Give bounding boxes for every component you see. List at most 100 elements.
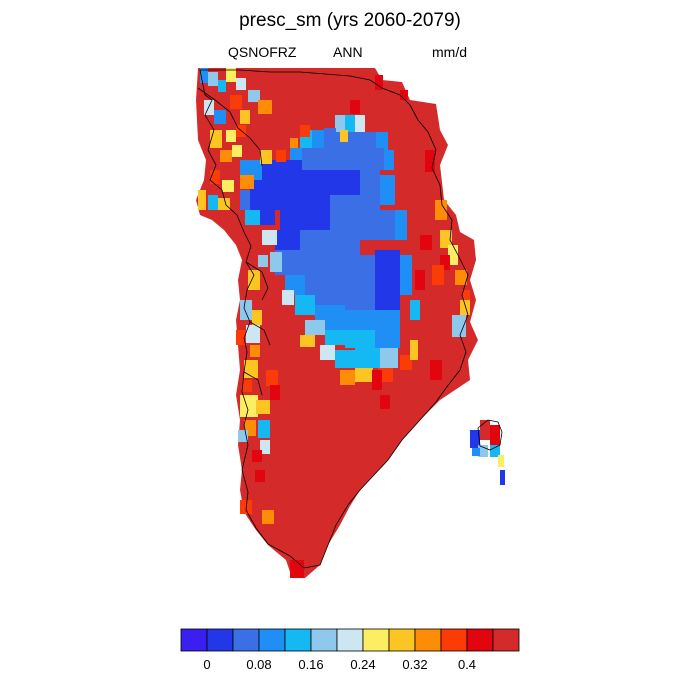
map-cell — [380, 175, 395, 205]
colorbar-swatch — [180, 628, 208, 652]
map-cell — [220, 150, 232, 162]
map-cell — [410, 300, 420, 320]
iceland-cell — [480, 420, 490, 440]
map-cell — [262, 230, 277, 245]
map-cells — [196, 68, 505, 578]
map-cell — [325, 330, 345, 345]
map-cell — [246, 325, 260, 343]
map-cell — [255, 470, 265, 482]
colorbar-tick-label: 0.08 — [246, 657, 272, 672]
map-cell — [452, 315, 466, 337]
map-cell — [384, 150, 394, 170]
map-cell — [340, 370, 355, 385]
map-cell — [345, 330, 375, 348]
map-cell — [240, 300, 252, 320]
units-label: mm/d — [432, 44, 467, 60]
map-cell — [376, 132, 388, 152]
map-cell — [380, 395, 390, 409]
map-cell — [240, 175, 254, 189]
colorbar-swatch — [310, 628, 338, 652]
colorbar-tick-label: 0.32 — [402, 657, 428, 672]
map-cell — [340, 130, 348, 142]
map-cell — [410, 340, 418, 360]
iceland-cell — [490, 425, 500, 445]
variable-label: QSNOFRZ — [228, 44, 297, 60]
map-cell — [290, 138, 298, 148]
map-cell — [210, 170, 220, 184]
map-cell — [330, 170, 360, 195]
map-cell — [345, 115, 355, 135]
map-cell — [430, 360, 442, 380]
map-cell — [290, 560, 304, 578]
map-cell — [360, 210, 400, 240]
colorbar-swatch — [284, 628, 312, 652]
map-cell — [372, 370, 382, 390]
colorbar-swatch — [388, 628, 416, 652]
map-cell — [312, 130, 324, 148]
map-cell — [375, 330, 400, 348]
map-cell — [380, 348, 398, 368]
map-cell — [335, 350, 355, 368]
map-cell — [258, 420, 270, 438]
map-cell — [400, 255, 412, 295]
colorbar-tick-label: 0.16 — [298, 657, 324, 672]
map-cell — [462, 290, 470, 308]
iceland-cell — [498, 455, 504, 467]
iceland-coastline — [477, 419, 503, 451]
map-cell — [324, 128, 336, 148]
map-cell — [240, 190, 250, 210]
map-cell — [222, 180, 234, 192]
colorbar-swatch — [440, 628, 468, 652]
iceland-cell — [500, 470, 505, 485]
map-cell — [248, 90, 260, 102]
period-label: ANN — [333, 44, 363, 60]
iceland-cell — [478, 445, 488, 457]
map-cell — [245, 210, 260, 225]
map-cell — [270, 252, 282, 272]
map-cell — [355, 115, 365, 135]
map-cell — [400, 355, 412, 370]
map-cell — [455, 270, 467, 285]
map-cell — [232, 145, 242, 157]
map-cell — [208, 195, 218, 210]
map-cell — [218, 198, 230, 210]
map-cell — [420, 235, 432, 250]
colorbar-tick-label: 0.4 — [457, 657, 477, 672]
map-cell — [258, 100, 272, 114]
map-cell — [320, 345, 335, 360]
colorbar — [180, 628, 520, 652]
map-cell — [375, 250, 400, 310]
map-cell — [244, 360, 258, 378]
map-cell — [400, 90, 408, 100]
map-cell — [248, 270, 260, 290]
map-cell — [200, 68, 208, 83]
map-cell — [375, 75, 383, 90]
map-cell — [448, 245, 458, 265]
iceland-cell — [472, 448, 480, 456]
map-cell — [218, 80, 226, 92]
map-title: presc_sm (yrs 2060-2079) — [239, 10, 461, 31]
map-cell — [226, 130, 236, 142]
colorbar-swatch — [258, 628, 286, 652]
colorbar-swatch — [336, 628, 364, 652]
map-cell — [240, 395, 258, 417]
map-cell — [350, 100, 360, 114]
map-cell — [256, 400, 270, 414]
coastline-west-detail — [197, 87, 271, 396]
map-cell — [440, 255, 450, 270]
map-cell — [214, 110, 226, 124]
map-cell — [305, 320, 325, 335]
map-cell — [460, 300, 470, 315]
colorbar-tick-label: 0.24 — [350, 657, 376, 672]
map-cell — [355, 348, 380, 368]
map-cell — [415, 270, 425, 290]
map-cell — [282, 290, 294, 305]
map-cell — [270, 385, 280, 400]
map-cell — [425, 150, 435, 172]
map-cell — [258, 255, 268, 267]
map-cell — [330, 195, 360, 230]
map-cell — [250, 345, 260, 357]
map-cell — [252, 310, 262, 325]
map-cell — [300, 230, 330, 250]
